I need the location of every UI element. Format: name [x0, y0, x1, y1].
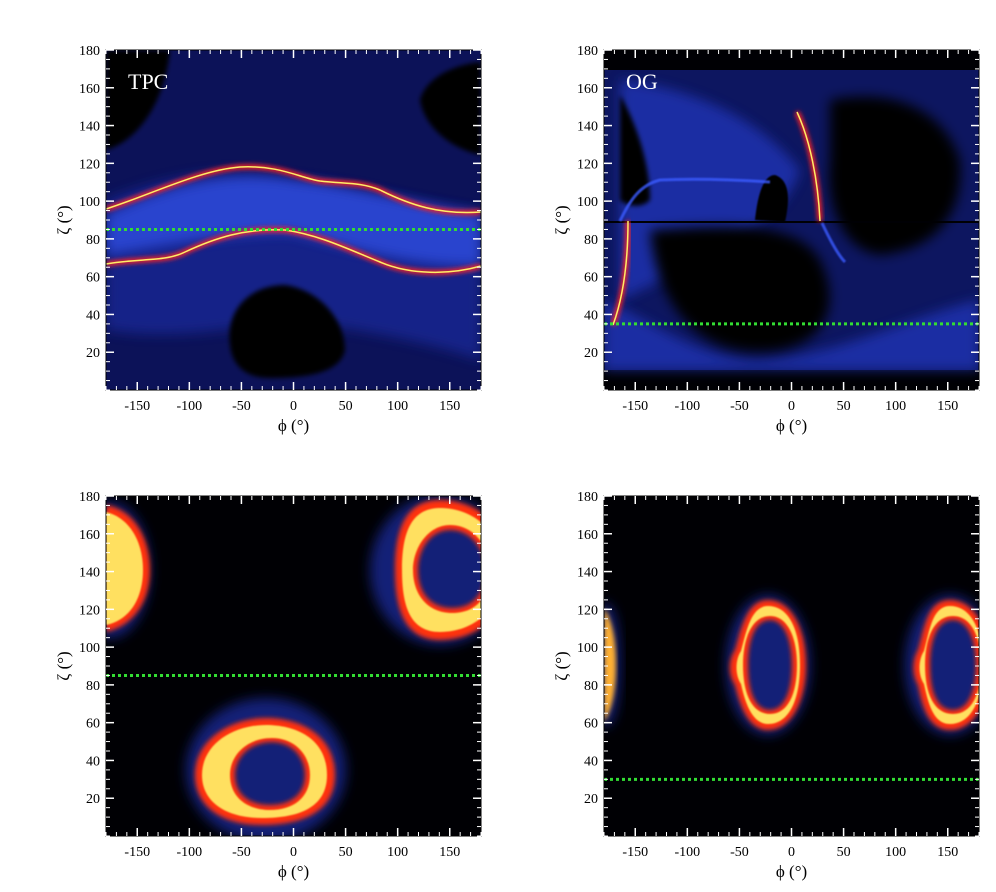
y-tick-label: 60 — [584, 271, 598, 286]
x-tick-label: -150 — [124, 845, 150, 860]
x-axis-label: ϕ (°) — [278, 416, 309, 435]
y-tick-label: 20 — [86, 346, 100, 361]
y-tick-label: 100 — [79, 195, 100, 210]
y-tick-label: 140 — [79, 566, 100, 581]
x-tick-label: 50 — [837, 845, 851, 860]
x-tick-label: 0 — [290, 399, 297, 414]
x-tick-label: -100 — [176, 399, 202, 414]
x-tick-label: 150 — [937, 845, 958, 860]
y-tick-label: 80 — [584, 233, 598, 248]
y-tick-label: 20 — [584, 346, 598, 361]
x-tick-label: 50 — [339, 399, 353, 414]
y-axis-label: ζ (°) — [54, 205, 73, 234]
x-tick-label: 150 — [439, 845, 460, 860]
x-tick-label: -50 — [232, 845, 251, 860]
y-tick-label: 120 — [79, 157, 100, 172]
y-tick-label: 80 — [86, 233, 100, 248]
heatmap-image — [604, 50, 979, 390]
y-tick-label: 120 — [577, 157, 598, 172]
x-tick-label: -150 — [124, 399, 150, 414]
y-tick-label: 40 — [86, 754, 100, 769]
y-tick-label: 60 — [584, 717, 598, 732]
y-tick-label: 20 — [584, 792, 598, 807]
y-tick-label: 140 — [79, 120, 100, 135]
x-tick-label: 100 — [387, 845, 408, 860]
x-axis-label: ϕ (°) — [776, 416, 807, 435]
panel-label: OG — [626, 69, 658, 94]
y-tick-label: 180 — [577, 44, 598, 59]
x-tick-label: -50 — [730, 845, 749, 860]
panel-bottom-right: -150 -100 -50 0 50 100 150 20 40 60 80 100 120 140 160… — [552, 490, 980, 881]
panel-tpc: TPC -150 -100 -50 0 50 100 150 20 40 60 80 100 120 140… — [54, 44, 482, 435]
y-tick-label: 40 — [86, 308, 100, 323]
y-tick-label: 80 — [584, 679, 598, 694]
x-axis-label: ϕ (°) — [776, 862, 807, 881]
y-tick-label: 160 — [577, 528, 598, 543]
y-axis-label: ζ (°) — [54, 651, 73, 680]
x-tick-label: -100 — [674, 399, 700, 414]
y-tick-label: 60 — [86, 717, 100, 732]
y-tick-label: 180 — [577, 490, 598, 505]
panel-og: OG -150 -100 -50 0 50 100 150 20 40 60 80 100 120 140 1… — [552, 44, 980, 435]
y-tick-label: 140 — [577, 120, 598, 135]
y-tick-label: 20 — [86, 792, 100, 807]
y-tick-label: 160 — [79, 528, 100, 543]
x-tick-label: -50 — [730, 399, 749, 414]
x-tick-label: 100 — [387, 399, 408, 414]
x-tick-label: -100 — [176, 845, 202, 860]
y-tick-label: 120 — [79, 603, 100, 618]
x-tick-label: -100 — [674, 845, 700, 860]
y-tick-label: 40 — [584, 754, 598, 769]
x-tick-label: 50 — [837, 399, 851, 414]
x-tick-label: -50 — [232, 399, 251, 414]
x-tick-label: 150 — [937, 399, 958, 414]
x-tick-label: 50 — [339, 845, 353, 860]
y-axis-label: ζ (°) — [552, 651, 571, 680]
x-tick-label: 100 — [885, 845, 906, 860]
x-tick-label: -150 — [622, 399, 648, 414]
y-tick-label: 120 — [577, 603, 598, 618]
y-tick-label: 40 — [584, 308, 598, 323]
y-tick-label: 100 — [577, 195, 598, 210]
y-tick-label: 160 — [79, 82, 100, 97]
heatmap-image — [604, 496, 979, 836]
x-tick-label: 0 — [788, 845, 795, 860]
y-tick-label: 140 — [577, 566, 598, 581]
heatmap-image — [106, 496, 481, 836]
x-tick-label: 0 — [788, 399, 795, 414]
y-tick-label: 180 — [79, 490, 100, 505]
panel-bottom-left: -150 -100 -50 0 50 100 150 20 40 60 80 100 120 140 160… — [54, 490, 482, 881]
panel-label: TPC — [128, 69, 168, 94]
x-tick-label: -150 — [622, 845, 648, 860]
x-tick-label: 150 — [439, 399, 460, 414]
x-axis-label: ϕ (°) — [278, 862, 309, 881]
y-tick-label: 100 — [79, 641, 100, 656]
y-tick-label: 100 — [577, 641, 598, 656]
x-tick-label: 0 — [290, 845, 297, 860]
y-tick-label: 160 — [577, 82, 598, 97]
heatmap-image — [106, 50, 481, 390]
y-axis-label: ζ (°) — [552, 205, 571, 234]
y-tick-label: 180 — [79, 44, 100, 59]
y-tick-label: 80 — [86, 679, 100, 694]
y-tick-label: 60 — [86, 271, 100, 286]
x-tick-label: 100 — [885, 399, 906, 414]
